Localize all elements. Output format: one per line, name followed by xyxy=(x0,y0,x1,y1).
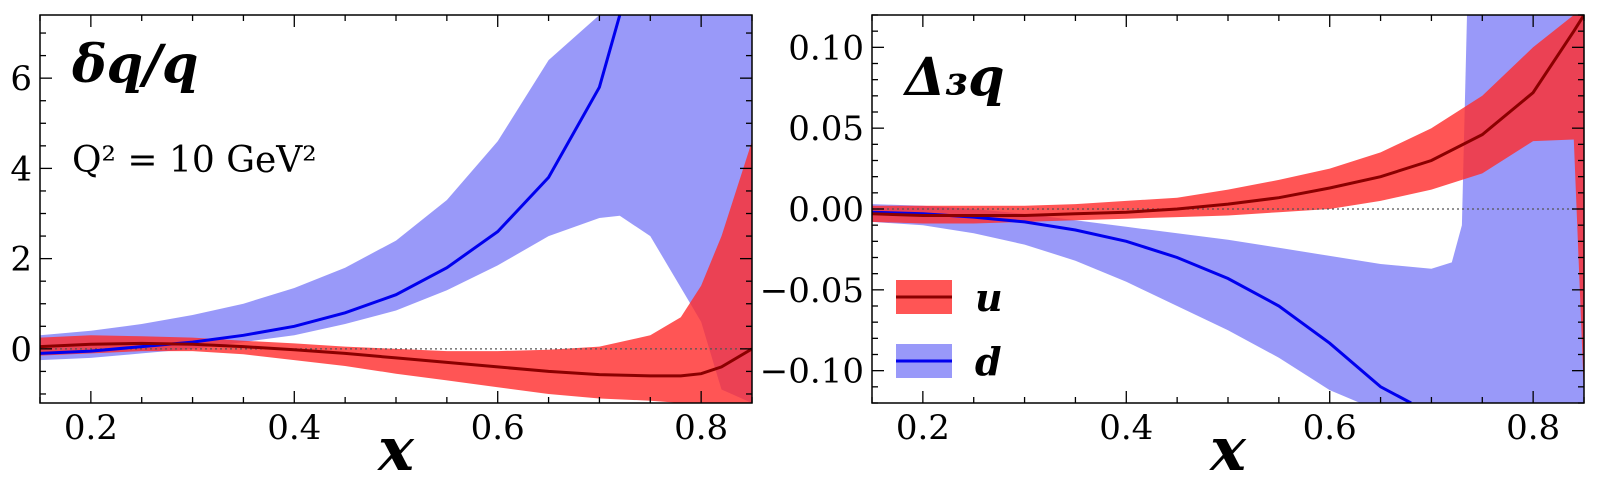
y-tick-label: 0 xyxy=(10,330,32,370)
x-tick-label: 0.2 xyxy=(896,408,950,448)
legend-label-u: u xyxy=(975,275,1003,320)
legend: u d xyxy=(896,275,1003,384)
y-tick-label: 0.10 xyxy=(788,28,864,68)
line-u xyxy=(40,341,752,378)
y-tick-label: 2 xyxy=(10,240,32,280)
left-panel-title: δq/q xyxy=(71,34,198,95)
right-x-axis-label: x xyxy=(1208,415,1247,485)
x-tick-label: 0.6 xyxy=(1303,408,1357,448)
right-plot-frame xyxy=(871,14,1585,404)
x-tick-label: 0.4 xyxy=(267,408,321,448)
x-tick-label: 0.4 xyxy=(1099,408,1153,448)
x-tick-label: 0.6 xyxy=(471,408,525,448)
left-panel: 0.2 0.4 0.6 0.8 0 2 4 6 δq/q Q² = 10 GeV² x xyxy=(10,14,753,485)
left-x-axis-label: x xyxy=(376,415,415,485)
y-tick-label: 4 xyxy=(10,149,32,189)
right-panel: 0.2 0.4 0.6 0.8 −0.10 −0.05 0.00 0.05 0.10 Δ₃q x… xyxy=(760,14,1585,485)
left-panel-annotation: Q² = 10 GeV² xyxy=(72,140,317,181)
x-tick-label: 0.8 xyxy=(1506,408,1560,448)
legend-label-d: d xyxy=(975,339,1002,384)
line-u xyxy=(872,15,1584,217)
line-d xyxy=(40,15,622,355)
right-panel-title: Δ₃q xyxy=(902,47,1004,108)
y-tick-label: 0.05 xyxy=(788,109,864,149)
y-tick-label: 6 xyxy=(10,59,32,99)
y-tick-label: −0.05 xyxy=(760,271,864,311)
legend-entry-d: d xyxy=(896,339,1002,384)
left-plot-frame xyxy=(39,14,753,404)
y-tick-label: −0.10 xyxy=(760,352,864,392)
x-tick-label: 0.8 xyxy=(674,408,728,448)
band-d xyxy=(872,15,1584,403)
y-tick-label: 0.00 xyxy=(788,190,864,230)
band-d xyxy=(40,15,752,403)
legend-entry-u: u xyxy=(896,275,1003,320)
x-tick-label: 0.2 xyxy=(64,408,118,448)
